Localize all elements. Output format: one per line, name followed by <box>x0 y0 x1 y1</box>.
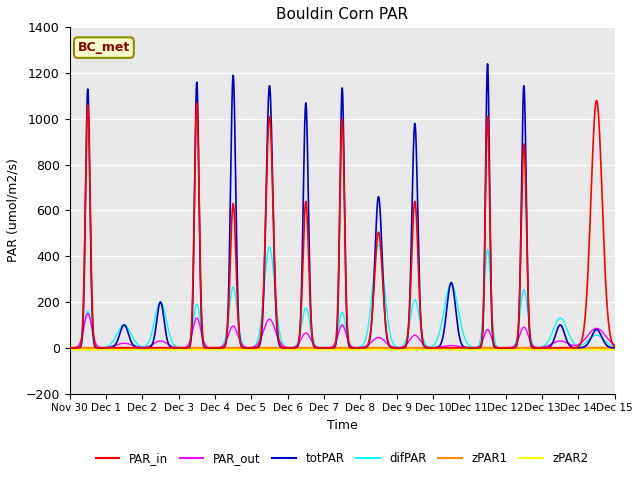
X-axis label: Time: Time <box>327 419 358 432</box>
Text: BC_met: BC_met <box>78 41 130 54</box>
Title: Bouldin Corn PAR: Bouldin Corn PAR <box>276 7 408 22</box>
Legend: PAR_in, PAR_out, totPAR, difPAR, zPAR1, zPAR2: PAR_in, PAR_out, totPAR, difPAR, zPAR1, … <box>91 447 593 469</box>
Y-axis label: PAR (umol/m2/s): PAR (umol/m2/s) <box>7 158 20 263</box>
